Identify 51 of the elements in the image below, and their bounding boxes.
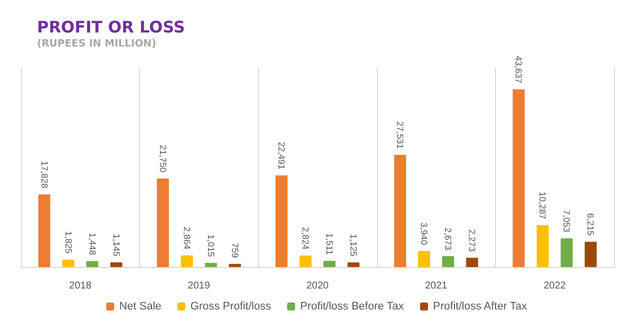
x-tick-label: 2020 xyxy=(306,280,330,292)
data-label: 27,531 xyxy=(395,121,406,149)
bar xyxy=(442,256,454,267)
bar xyxy=(204,262,217,267)
data-label: 22,491 xyxy=(276,142,286,170)
data-label: 7,053 xyxy=(562,210,572,232)
bar xyxy=(512,89,525,267)
bar xyxy=(324,260,336,267)
data-label: 759 xyxy=(230,242,240,258)
bar xyxy=(110,262,122,267)
bar xyxy=(276,175,288,267)
x-tick-label: 2021 xyxy=(424,280,448,292)
data-label: 1,145 xyxy=(111,234,122,256)
data-label: 6,215 xyxy=(586,213,596,236)
legend-label: Gross Profit/loss xyxy=(190,300,272,312)
data-label: 2,273 xyxy=(467,229,478,252)
legend-label: Net Sale xyxy=(119,300,162,312)
bar xyxy=(466,258,478,267)
bar xyxy=(180,255,193,267)
chart-title: PROFIT OR LOSS xyxy=(37,18,186,36)
data-label: 2,824 xyxy=(300,226,310,250)
data-label: 10,287 xyxy=(538,192,548,220)
x-tick-label: 2019 xyxy=(188,280,210,292)
data-label: 1,015 xyxy=(206,234,216,257)
data-label: 2,864 xyxy=(182,226,192,250)
bar xyxy=(86,261,98,267)
chart-subtitle: (RUPEES IN MILLION) xyxy=(37,38,156,50)
data-label: 43,637 xyxy=(514,56,524,84)
data-label: 17,828 xyxy=(39,160,50,188)
data-label: 21,750 xyxy=(158,144,168,172)
bar xyxy=(348,262,360,267)
x-tick-label: 2022 xyxy=(544,280,566,292)
bar xyxy=(536,225,549,267)
x-tick-label: 2018 xyxy=(69,280,92,292)
bar xyxy=(38,194,50,267)
bar xyxy=(228,264,241,267)
legend-label: Profit/loss Before Tax xyxy=(300,300,404,312)
data-label: 3,940 xyxy=(419,222,430,245)
data-label: 1,125 xyxy=(348,234,358,256)
legend-label: Profit/loss After Tax xyxy=(433,300,528,312)
bar xyxy=(584,242,597,267)
bar xyxy=(300,256,312,267)
bar xyxy=(62,260,74,267)
bar xyxy=(156,178,169,267)
data-label: 1,448 xyxy=(87,232,98,256)
data-label: 2,673 xyxy=(443,228,454,250)
bar xyxy=(394,154,406,267)
bar xyxy=(418,250,430,267)
bar xyxy=(560,238,573,267)
data-label: 1,825 xyxy=(63,231,74,254)
data-label: 1,511 xyxy=(324,232,334,255)
